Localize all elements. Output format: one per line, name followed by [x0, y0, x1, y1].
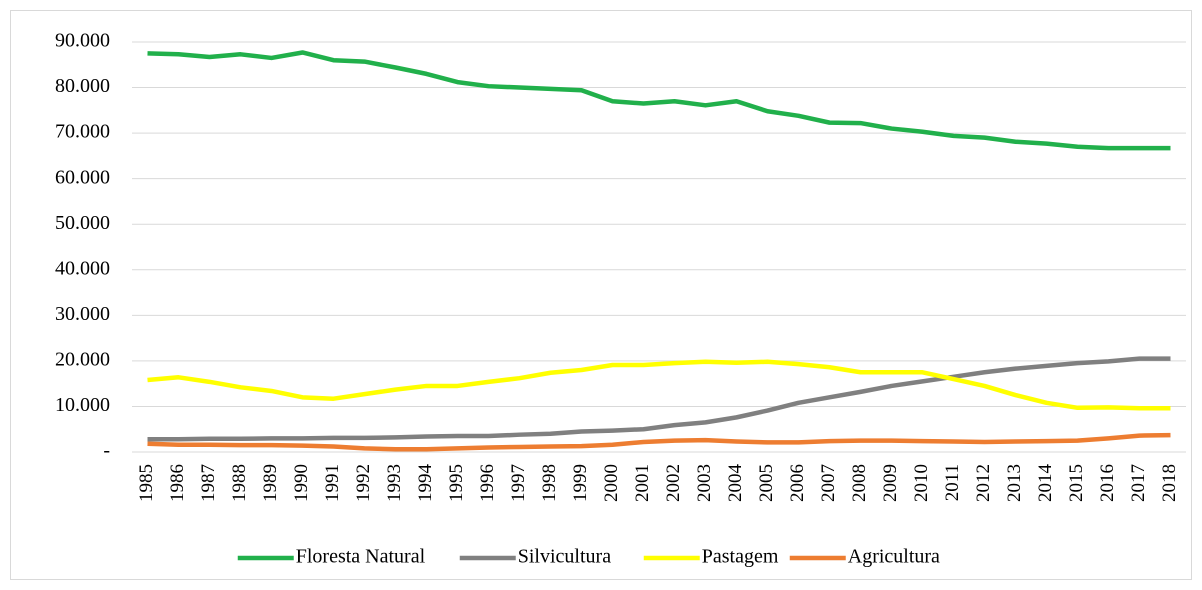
- x-tick-label: 1985: [136, 464, 157, 502]
- y-tick-label: 40.000: [55, 257, 110, 279]
- x-tick-label: 1986: [167, 464, 188, 502]
- x-tick-label: 2005: [756, 464, 777, 502]
- x-tick-label: 2009: [880, 464, 901, 502]
- x-tick-label: 2003: [694, 464, 715, 502]
- x-tick-label: 1988: [229, 464, 250, 502]
- x-tick-label: 2008: [849, 464, 870, 502]
- series-line: [147, 50, 1171, 151]
- x-tick-label: 1989: [260, 464, 281, 502]
- x-tick-label: 2014: [1035, 464, 1056, 503]
- y-tick-label: 50.000: [55, 212, 110, 234]
- legend-label: Pastagem: [702, 546, 779, 568]
- x-tick-label: 1987: [198, 464, 219, 502]
- x-tick-label: 2007: [818, 464, 839, 502]
- x-tick-label: 1996: [477, 464, 498, 502]
- x-tick-label: 2001: [632, 464, 653, 502]
- x-tick-label: 2015: [1066, 464, 1087, 502]
- legend-label: Silvicultura: [518, 546, 611, 568]
- x-tick-label: 1997: [508, 464, 529, 502]
- x-tick-label: 2017: [1128, 464, 1149, 502]
- chart-border: [10, 10, 1192, 580]
- y-tick-label: 20.000: [55, 348, 110, 370]
- y-tick-label: 80.000: [55, 75, 110, 97]
- x-tick-label: 2018: [1159, 464, 1180, 502]
- x-tick-label: 1999: [570, 464, 591, 502]
- y-tick-label: 60.000: [55, 166, 110, 188]
- y-tick-label: 30.000: [55, 303, 110, 325]
- x-tick-label: 1995: [446, 464, 467, 502]
- x-tick-label: 1994: [415, 464, 436, 503]
- legend-label: Agricultura: [848, 546, 940, 568]
- series-line: [147, 356, 1171, 442]
- x-tick-label: 1993: [384, 464, 405, 502]
- x-tick-label: 2012: [973, 464, 994, 502]
- series-line: [147, 432, 1171, 452]
- legend-label: Floresta Natural: [296, 546, 426, 568]
- x-tick-label: 2002: [663, 464, 684, 502]
- x-tick-label: 2010: [911, 464, 932, 502]
- x-tick-label: 1992: [353, 464, 374, 502]
- y-tick-label: -: [103, 440, 110, 462]
- x-tick-label: 2013: [1004, 464, 1025, 502]
- x-tick-label: 2006: [787, 464, 808, 502]
- x-tick-label: 1990: [291, 464, 312, 502]
- x-tick-label: 1998: [539, 464, 560, 502]
- y-tick-label: 70.000: [55, 121, 110, 143]
- y-tick-label: 90.000: [55, 30, 110, 52]
- x-tick-label: 2004: [725, 464, 746, 503]
- y-tick-label: 10.000: [55, 394, 110, 416]
- x-tick-label: 2016: [1097, 464, 1118, 502]
- x-tick-label: 1991: [322, 464, 343, 502]
- x-tick-label: 2011: [942, 464, 963, 501]
- series-line: [147, 359, 1171, 411]
- x-tick-label: 2000: [601, 464, 622, 502]
